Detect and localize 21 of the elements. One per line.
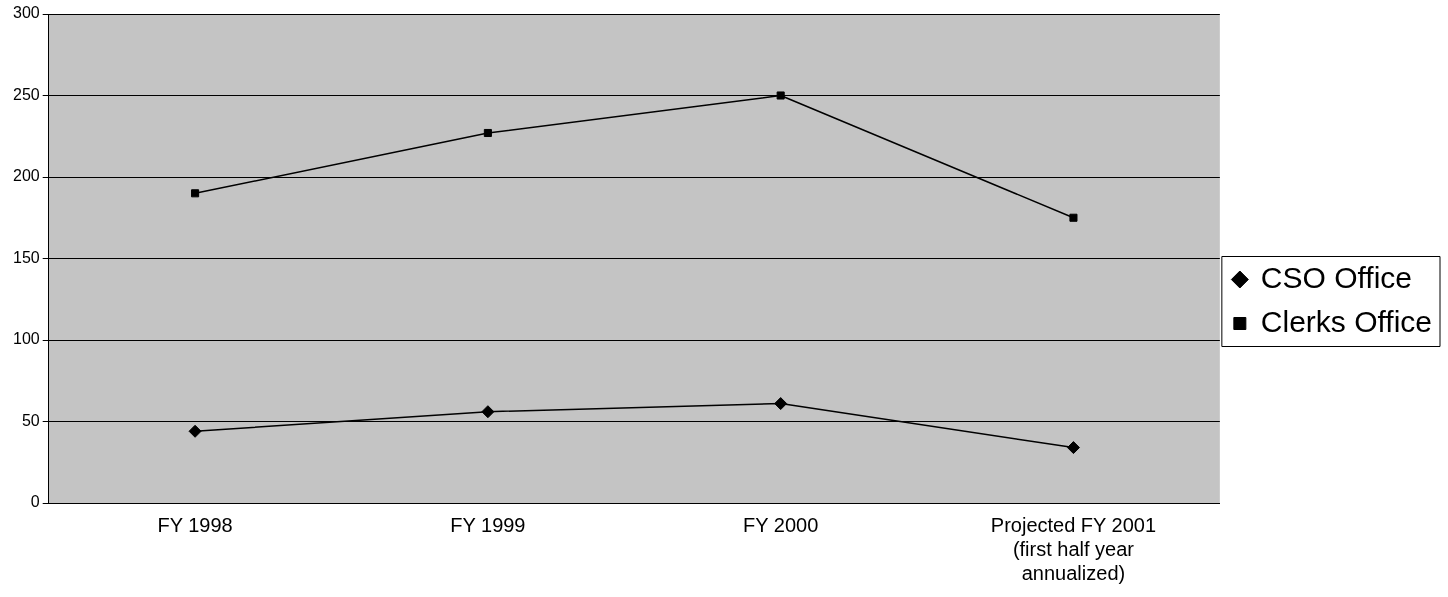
point <box>774 397 788 411</box>
point <box>776 91 785 100</box>
x-tick-label: FY 2000 <box>743 513 819 536</box>
legend-label: Clerks Office <box>1260 304 1432 338</box>
y-tick-label: 150 <box>12 248 40 266</box>
x-tick-label: FY 1999 <box>450 513 526 536</box>
y-tick-label: 200 <box>12 167 40 185</box>
x-tick-label: FY 1998 <box>157 513 233 536</box>
point <box>188 424 202 438</box>
point <box>481 405 495 419</box>
point <box>1066 441 1080 455</box>
point <box>483 128 492 138</box>
point <box>191 189 200 198</box>
y-tick-label: 250 <box>12 85 40 103</box>
point <box>1069 213 1078 222</box>
x-tick-label: Projected FY 2001 (first half year annualized) <box>990 513 1157 584</box>
legend-label: CSO Office <box>1260 260 1413 294</box>
y-tick-label: 50 <box>21 411 40 429</box>
y-tick-label: 100 <box>12 330 40 348</box>
y-tick-label: 0 <box>30 493 40 511</box>
y-tick-label: 300 <box>12 4 40 22</box>
